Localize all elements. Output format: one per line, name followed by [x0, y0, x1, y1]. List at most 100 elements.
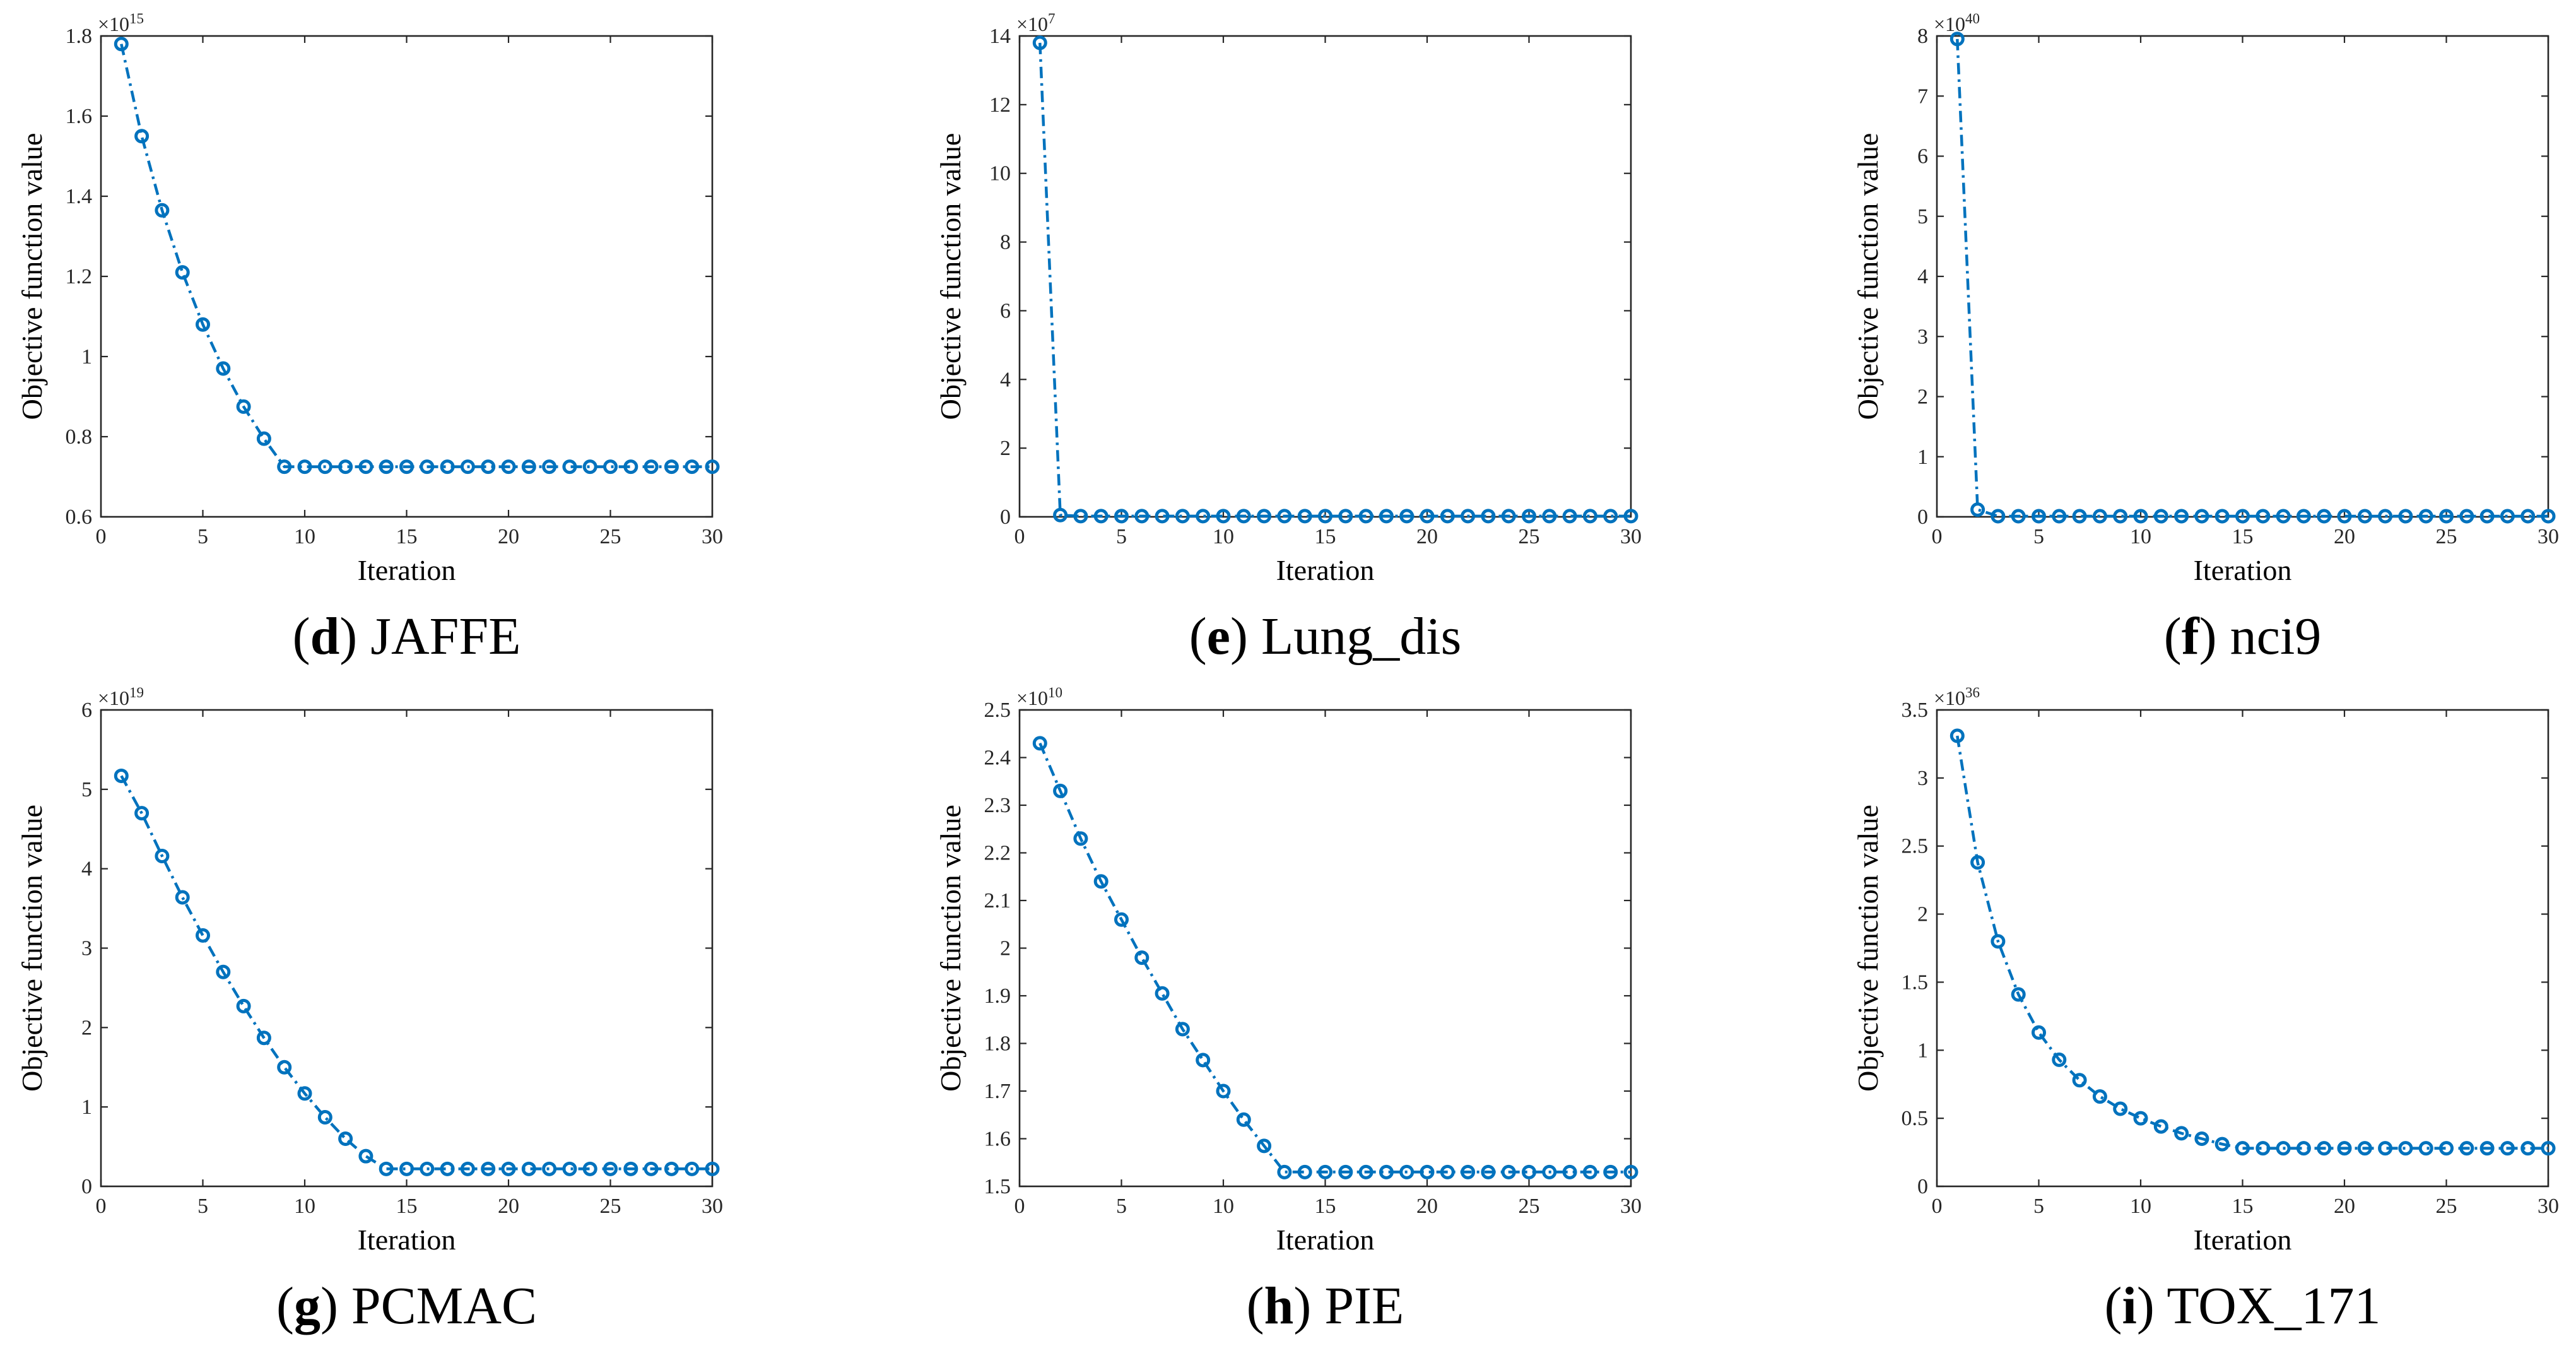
chart-g-point — [256, 1030, 271, 1046]
chart-f-ytick-label: 4 — [1917, 265, 1928, 288]
chart-h-point — [1582, 1164, 1597, 1179]
chart-d-ytick-label: 1.8 — [66, 25, 93, 48]
chart-f-point — [2052, 509, 2067, 524]
chart-g-ylabel: Objective function value — [16, 805, 48, 1092]
chart-d-point — [155, 203, 170, 218]
chart-f-point — [2133, 509, 2148, 524]
chart-g-point — [134, 806, 150, 821]
chart-e-xtick-label: 0 — [1015, 525, 1025, 548]
chart-f-ytick-label: 8 — [1917, 25, 1928, 48]
chart-f-point — [2296, 509, 2311, 524]
chart-h-xtick-label: 0 — [1015, 1195, 1025, 1218]
chart-i-xtick-label: 10 — [2130, 1195, 2151, 1218]
chart-g-point — [685, 1161, 700, 1176]
chart-e-caption: (e) Lung_dis — [1189, 607, 1462, 666]
chart-i-point — [2357, 1141, 2372, 1156]
chart-h-series-line — [1038, 742, 1631, 1174]
chart-i-point — [2011, 987, 2026, 1002]
chart-h-xtick-label: 5 — [1116, 1195, 1127, 1218]
chart-d-ytick-label: 0.6 — [66, 505, 93, 529]
chart-e-ytick-label: 8 — [1000, 231, 1011, 254]
chart-d-point — [358, 459, 373, 475]
chart-g-point — [114, 768, 129, 783]
chart-i-point — [2398, 1141, 2413, 1156]
chart-i-point — [2418, 1141, 2433, 1156]
chart-f-point — [2520, 509, 2536, 524]
chart-f-point — [2500, 509, 2515, 524]
chart-e-ytick-label: 4 — [1000, 368, 1011, 391]
chart-h-point — [1236, 1112, 1251, 1127]
chart-h-point — [1623, 1164, 1638, 1179]
chart-h-point — [1481, 1164, 1496, 1179]
chart-h-point — [1522, 1164, 1536, 1179]
chart-d-point — [399, 459, 414, 475]
chart-e-xtick-label: 30 — [1620, 525, 1642, 548]
chart-g-point — [196, 928, 210, 943]
chart-f-xtick-label: 20 — [2334, 525, 2355, 548]
chart-i-point — [2520, 1141, 2536, 1156]
chart-d-xtick-label: 10 — [294, 525, 315, 548]
chart-f-point — [2255, 509, 2271, 524]
chart-h-ytick-label: 1.6 — [984, 1128, 1011, 1151]
chart-f-point — [2337, 509, 2352, 524]
chart-h-exponent-label: ×1010 — [1016, 685, 1062, 709]
chart-g-point — [603, 1161, 618, 1176]
chart-e-point — [1501, 509, 1516, 524]
chart-f-point — [2276, 509, 2291, 524]
chart-e-point — [1297, 509, 1312, 524]
chart-h-point — [1114, 912, 1129, 927]
chart-h-point — [1318, 1164, 1332, 1179]
chart-e-point — [1175, 509, 1190, 524]
chart-h-point — [1134, 950, 1150, 965]
chart-h-ylabel: Objective function value — [934, 805, 967, 1092]
chart-f-point — [2194, 509, 2209, 524]
chart-g-point — [358, 1148, 373, 1164]
chart-d-xtick-label: 0 — [96, 525, 107, 548]
chart-h-point — [1196, 1053, 1211, 1068]
chart-f-ylabel: Objective function value — [1852, 133, 1884, 420]
chart-h-point — [1420, 1164, 1435, 1179]
chart-f-point — [2439, 509, 2454, 524]
chart-d-point — [196, 317, 210, 332]
chart-g-point — [399, 1161, 414, 1176]
chart-d-point — [623, 459, 638, 475]
chart-h-ytick-label: 2.4 — [984, 747, 1011, 770]
chart-i-ytick-label: 2 — [1917, 903, 1928, 926]
chart-e-point — [1522, 509, 1536, 524]
chart-i-caption: (i) TOX_171 — [2105, 1277, 2381, 1335]
chart-d-caption: (d) JAFFE — [293, 607, 521, 666]
chart-i-point — [2317, 1141, 2332, 1156]
chart-d-point — [297, 459, 312, 475]
chart-e-point — [1236, 509, 1251, 524]
chart-d-ytick-label: 1 — [81, 345, 92, 369]
chart-d-point — [236, 399, 251, 414]
chart-h-xtick-label: 25 — [1519, 1195, 1540, 1218]
chart-f-point — [2418, 509, 2433, 524]
chart-h-point — [1501, 1164, 1516, 1179]
chart-e-ytick-label: 12 — [989, 93, 1011, 117]
chart-g-ytick-label: 2 — [81, 1016, 92, 1039]
chart-i-ytick-label: 2.5 — [1902, 835, 1929, 858]
chart-e-point — [1582, 509, 1597, 524]
chart-d-ytick-label: 0.8 — [66, 425, 93, 449]
chart-e-xtick-label: 25 — [1519, 525, 1540, 548]
chart-d-xtick-label: 20 — [498, 525, 519, 548]
chart-f-point — [2398, 509, 2413, 524]
chart-i-point — [1991, 934, 2006, 949]
chart-h-ytick-label: 2.3 — [984, 794, 1011, 817]
chart-g-ytick-label: 3 — [81, 937, 92, 960]
chart-g-point — [644, 1161, 659, 1176]
chart-e-point — [1358, 509, 1373, 524]
chart-f-point — [2072, 509, 2087, 524]
chart-d-point — [175, 265, 190, 280]
chart-d-series-line — [120, 44, 712, 468]
chart-f-ytick-label: 5 — [1917, 205, 1928, 228]
chart-g-point — [440, 1161, 455, 1176]
chart-f-point — [2214, 509, 2230, 524]
chart-e-point — [1216, 509, 1231, 524]
chart-g-xtick-label: 15 — [396, 1195, 418, 1218]
chart-e-exponent-label: ×107 — [1016, 11, 1056, 35]
chart-g-point — [420, 1161, 435, 1176]
chart-g-xtick-label: 20 — [498, 1195, 519, 1218]
